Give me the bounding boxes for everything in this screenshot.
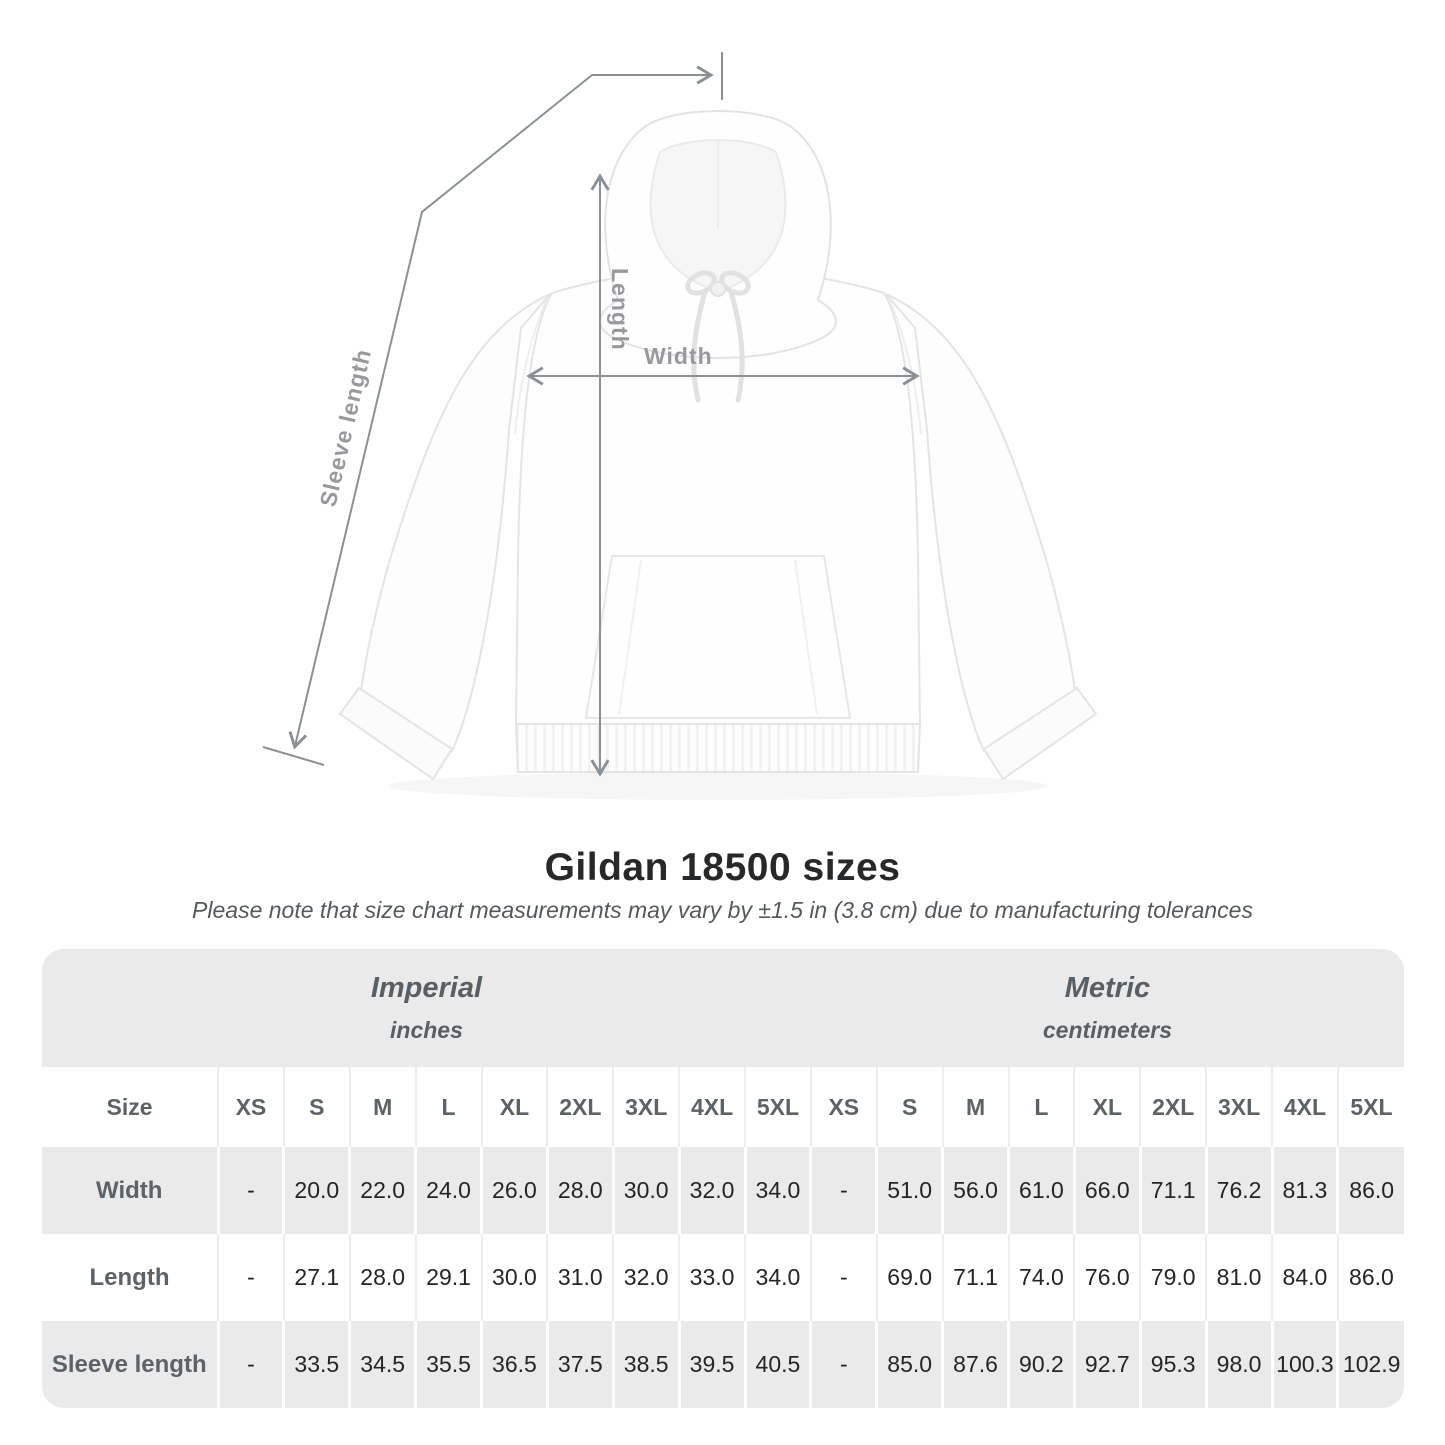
size-header: 2XL: [546, 1067, 614, 1147]
table-cell: -: [809, 1234, 877, 1321]
table-cell: 34.5: [348, 1321, 416, 1408]
size-header: S: [875, 1067, 943, 1147]
table-cell: 28.0: [348, 1234, 416, 1321]
table-cell: 37.5: [545, 1321, 614, 1408]
table-cell: 51.0: [875, 1147, 943, 1234]
hoodie-illustration: [338, 110, 1098, 800]
size-header-row: Size XS S M L XL 2XL 3XL 4XL 5XL XS S M …: [42, 1067, 1404, 1147]
table-cell: 28.0: [545, 1147, 614, 1234]
size-header: 5XL: [744, 1067, 811, 1147]
table-cell: 32.0: [612, 1234, 680, 1321]
imperial-label: Imperial: [370, 972, 483, 1004]
hoodie-diagram-svg: Sleeve length Length Width: [262, 52, 1098, 800]
table-row-sleeve-length: Sleeve length - 33.5 34.5 35.5 36.5 37.5…: [42, 1321, 1404, 1408]
table-cell: 26.0: [480, 1147, 548, 1234]
table-cell: 81.0: [1205, 1234, 1272, 1321]
size-header: M: [348, 1067, 416, 1147]
table-cell: -: [809, 1321, 877, 1408]
hoodie-measurement-diagram: Sleeve length Length Width: [262, 52, 1098, 800]
table-cell: 81.3: [1270, 1147, 1338, 1234]
table-cell: 24.0: [414, 1147, 482, 1234]
row-label-length: Length: [42, 1234, 218, 1321]
size-header: XS: [809, 1067, 877, 1147]
table-cell: 66.0: [1072, 1147, 1141, 1234]
table-cell: 85.0: [875, 1321, 943, 1408]
size-column-header: Size: [42, 1067, 218, 1147]
table-cell: -: [216, 1147, 284, 1234]
size-header: L: [1007, 1067, 1075, 1147]
table-cell: 33.5: [282, 1321, 350, 1408]
table-cell: 34.0: [743, 1147, 811, 1234]
table-cell: 95.3: [1138, 1321, 1207, 1408]
table-cell: 40.5: [743, 1321, 811, 1408]
table-cell: 38.5: [611, 1321, 680, 1408]
size-chart-table-container: Imperial inches Metric centimeters Size …: [42, 949, 1404, 1408]
table-cell: 84.0: [1271, 1234, 1338, 1321]
table-cell: 71.1: [941, 1234, 1009, 1321]
table-cell: 102.9: [1336, 1321, 1404, 1408]
metric-label: Metric: [1064, 972, 1151, 1004]
table-cell: 34.0: [744, 1234, 811, 1321]
table-cell: 100.3: [1270, 1321, 1338, 1408]
table-cell: 90.2: [1007, 1321, 1075, 1408]
table-cell: 39.5: [677, 1321, 745, 1408]
width-label: Width: [644, 343, 713, 369]
size-header: 4XL: [1271, 1067, 1338, 1147]
inches-label: inches: [390, 1017, 463, 1043]
size-header: XS: [217, 1067, 284, 1147]
table-cell: 30.0: [480, 1234, 548, 1321]
size-header: 3XL: [1205, 1067, 1272, 1147]
table-cell: 22.0: [348, 1147, 416, 1234]
size-header: L: [414, 1067, 482, 1147]
unit-header-row: Imperial inches Metric centimeters: [42, 949, 1404, 1067]
centimeters-label: centimeters: [1042, 1017, 1172, 1043]
table-cell: 87.6: [941, 1321, 1009, 1408]
table-cell: 27.1: [282, 1234, 350, 1321]
table-cell: 33.0: [678, 1234, 745, 1321]
table-cell: 98.0: [1204, 1321, 1272, 1408]
table-cell: 35.5: [414, 1321, 482, 1408]
sleeve-length-arrow: [262, 52, 723, 766]
row-label-sleeve-length: Sleeve length: [42, 1321, 218, 1408]
table-cell: 61.0: [1007, 1147, 1075, 1234]
table-cell: 36.5: [480, 1321, 548, 1408]
table-cell: 30.0: [611, 1147, 680, 1234]
table-cell: 20.0: [282, 1147, 350, 1234]
tolerance-note: Please note that size chart measurements…: [192, 897, 1253, 923]
size-header: XL: [480, 1067, 548, 1147]
table-cell: -: [216, 1321, 284, 1408]
table-cell: 76.0: [1073, 1234, 1141, 1321]
size-header: XL: [1073, 1067, 1141, 1147]
size-header: 2XL: [1139, 1067, 1207, 1147]
table-cell: 56.0: [941, 1147, 1009, 1234]
size-header: 4XL: [678, 1067, 745, 1147]
page-title: Gildan 18500 sizes: [544, 846, 901, 889]
table-cell: 76.2: [1204, 1147, 1272, 1234]
size-header: S: [282, 1067, 350, 1147]
table-cell: -: [217, 1234, 284, 1321]
size-header: M: [941, 1067, 1009, 1147]
row-label-width: Width: [42, 1147, 218, 1234]
table-cell: 29.1: [414, 1234, 482, 1321]
table-cell: 32.0: [677, 1147, 745, 1234]
table-cell: 69.0: [875, 1234, 943, 1321]
table-cell: -: [809, 1147, 877, 1234]
table-cell: 86.0: [1336, 1147, 1404, 1234]
table-cell: 74.0: [1007, 1234, 1075, 1321]
size-chart-table: Imperial inches Metric centimeters Size …: [42, 949, 1404, 1408]
table-cell: 31.0: [546, 1234, 614, 1321]
imperial-header: Imperial inches: [42, 949, 811, 1067]
table-cell: 92.7: [1072, 1321, 1141, 1408]
size-header: 5XL: [1336, 1067, 1404, 1147]
size-header: 3XL: [612, 1067, 680, 1147]
table-cell: 71.1: [1138, 1147, 1207, 1234]
metric-header: Metric centimeters: [810, 949, 1404, 1067]
sleeve-length-label: Sleeve length: [315, 346, 377, 509]
table-row-length: Length - 27.1 28.0 29.1 30.0 31.0 32.0 3…: [42, 1234, 1404, 1321]
table-row-width: Width - 20.0 22.0 24.0 26.0 28.0 30.0 32…: [42, 1147, 1404, 1234]
length-label: Length: [607, 268, 633, 351]
table-cell: 79.0: [1139, 1234, 1207, 1321]
table-cell: 86.0: [1336, 1234, 1404, 1321]
